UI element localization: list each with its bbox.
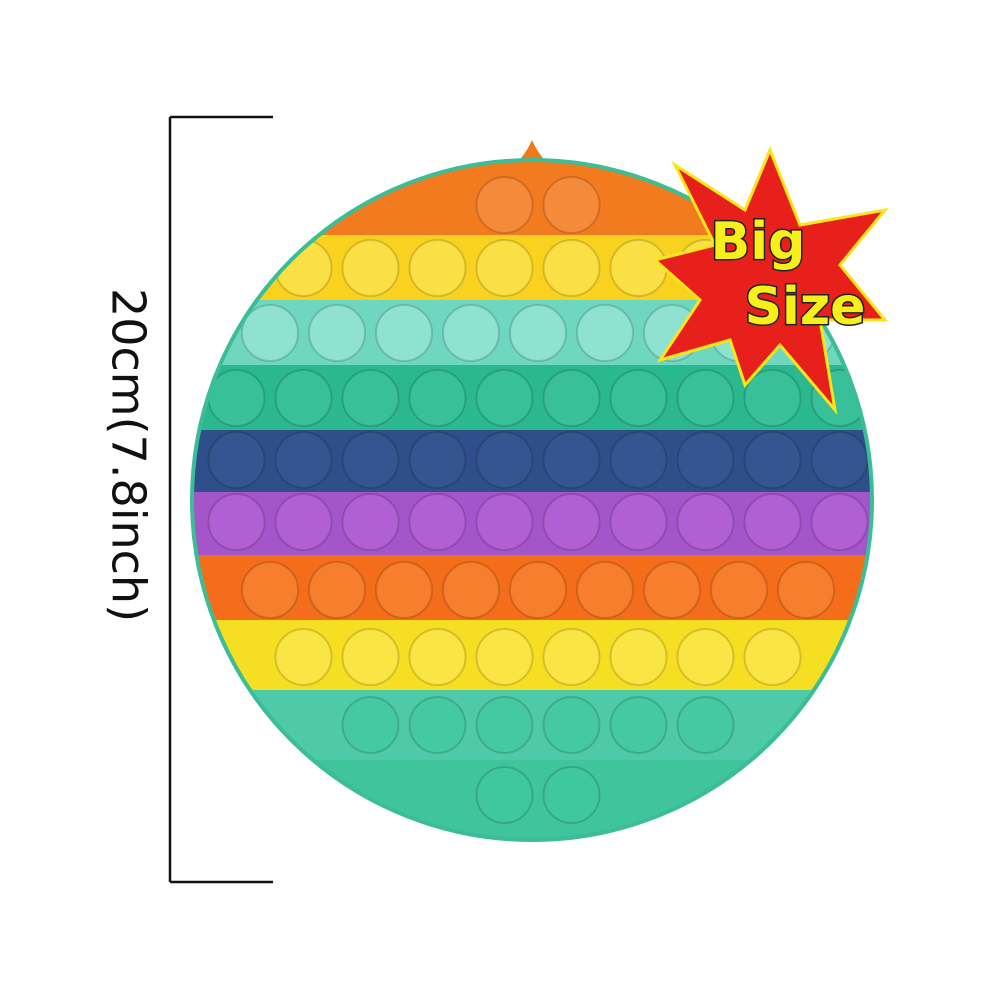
bubble [542,431,601,489]
bubble [743,431,802,489]
bubble [274,431,333,489]
bubble [676,369,735,427]
bubble [207,369,266,427]
hanger-tab [518,140,546,162]
bubble [408,431,467,489]
bubble [609,431,668,489]
bubble [542,239,601,297]
bubble [542,493,601,551]
bubble [475,766,534,824]
bubble [241,304,299,362]
bubble [408,493,467,551]
bubble [542,369,601,427]
bubble [341,628,400,686]
bubble [676,628,735,686]
bubble [475,696,534,754]
bubble [743,369,802,427]
bubble [408,239,467,297]
bubble [743,628,802,686]
bubble [609,239,668,297]
bubble [341,239,400,297]
bubble [375,304,433,362]
bubble [475,239,534,297]
bubble [442,561,500,619]
bubble [609,493,668,551]
badge-line-1: Big [711,212,806,272]
bubble [207,493,266,551]
bubble [676,696,735,754]
bubble [341,431,400,489]
bubble [676,493,735,551]
bubble [475,369,534,427]
bubble [408,369,467,427]
bubble [274,628,333,686]
bubble [810,431,869,489]
bubble [576,304,634,362]
starburst [651,146,889,416]
bubble [542,628,601,686]
bubble [509,561,567,619]
bubble [475,431,534,489]
dimension-label: 20cm(7.8inch) [102,288,156,622]
bubble [375,561,433,619]
bubble [509,304,567,362]
bubble [274,369,333,427]
bubble [442,304,500,362]
bubble [576,561,634,619]
bubble [207,431,266,489]
bubble [241,561,299,619]
bubble [475,628,534,686]
bubble [475,493,534,551]
bubble [676,431,735,489]
bubble [810,493,869,551]
bubble [408,628,467,686]
bubble [475,176,534,234]
bubble [609,369,668,427]
bubble [341,369,400,427]
bubble [710,561,768,619]
bubble [542,766,601,824]
toy-rim [190,158,874,842]
bubble [743,493,802,551]
bubble [542,696,601,754]
bubble [308,561,366,619]
bubble [341,493,400,551]
bubble [308,304,366,362]
bubble [777,561,835,619]
bubble [609,696,668,754]
bubble [542,176,601,234]
bubble [341,696,400,754]
bubble [609,628,668,686]
dimension-bracket [168,115,273,884]
bubble [274,493,333,551]
bubble [408,696,467,754]
bubble [643,561,701,619]
badge-line-2: Size [745,277,866,337]
